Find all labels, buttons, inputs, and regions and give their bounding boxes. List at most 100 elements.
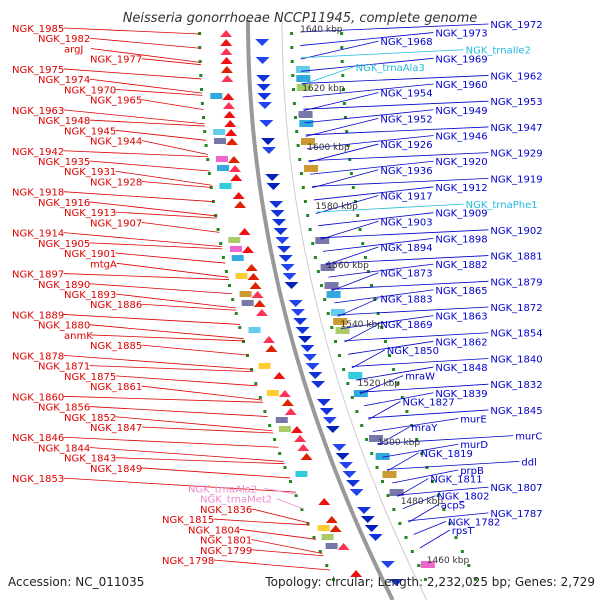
kbp-tick-label: 1540 kbp <box>341 320 384 330</box>
ring-dot <box>454 536 458 539</box>
right-gene-label: NGK_1952 <box>380 114 432 125</box>
ring-dot <box>350 396 354 399</box>
right-gene-label: NGK_1879 <box>490 277 542 288</box>
ring-dot <box>219 242 223 245</box>
ring-dot <box>345 130 349 133</box>
left-gene-label: NGK_trnaAla2 <box>188 484 257 495</box>
ring-dot <box>381 480 384 483</box>
right-leader-line <box>301 57 434 72</box>
feature-block <box>382 471 397 478</box>
left-gene-label: NGK_1886 <box>90 300 142 311</box>
kbp-tick-label: 1560 kbp <box>326 261 369 271</box>
right-gene-label: NGK_1832 <box>490 380 542 391</box>
left-gene-label: NGK_1844 <box>38 443 90 454</box>
left-leader-line <box>63 109 205 125</box>
ring-dot <box>246 354 249 357</box>
ring-dot <box>442 508 446 511</box>
right-gene-label: acpS <box>441 500 465 511</box>
right-leader-line <box>318 212 434 227</box>
ring-dot <box>323 298 327 301</box>
right-gene-label: NGK_1807 <box>490 483 542 494</box>
ring-dot <box>365 438 369 441</box>
right-leader-line <box>344 323 379 343</box>
ring-dot <box>216 228 220 231</box>
ring-dot <box>224 270 228 273</box>
left-leader-line <box>89 201 217 217</box>
right-gene-label: NGK_1919 <box>490 174 542 185</box>
feature-block <box>304 165 319 172</box>
right-leader-line <box>337 298 379 317</box>
reverse-gene-arrow <box>335 453 350 460</box>
ring-dot <box>423 578 427 581</box>
ring-dot <box>294 494 298 497</box>
feature-block <box>333 318 348 325</box>
left-gene-label: NGK_1916 <box>38 198 90 209</box>
right-gene-label: NGK_1898 <box>435 234 487 245</box>
ring-dot <box>313 256 317 259</box>
ring-dot <box>258 396 262 399</box>
left-leader-line <box>63 273 230 280</box>
kbp-tick-labels: 1640 kbp 1620 kbp 1600 kbp 1580 kbp 1560 kbp… <box>300 25 469 566</box>
right-leader-line <box>397 486 489 496</box>
left-gene-label: NGK_1985 <box>12 24 64 35</box>
left-gene-label: NGK_1928 <box>90 177 142 188</box>
kbp-tick-label: 1520 kbp <box>358 379 401 389</box>
left-leader-line <box>63 354 253 370</box>
left-leader-line <box>90 48 201 63</box>
ring-dot <box>384 340 387 343</box>
right-leader-line <box>402 495 436 510</box>
left-leader-line <box>115 88 203 96</box>
left-leader-line <box>141 99 204 111</box>
ring-dot <box>334 340 337 343</box>
ring-dot <box>346 144 350 147</box>
left-leader-line <box>115 170 212 186</box>
left-gene-label: NGK_1913 <box>64 208 116 219</box>
right-gene-label: NGK_1865 <box>435 286 487 297</box>
feature-block <box>296 75 311 82</box>
right-leader-line <box>325 255 489 264</box>
feature-block <box>320 264 335 271</box>
forward-gene-arrow <box>234 201 247 208</box>
right-leader-line <box>328 263 434 278</box>
right-leader-line <box>301 66 354 86</box>
ring-dot <box>296 144 300 147</box>
left-leader-line <box>89 119 205 127</box>
left-leader-line <box>141 58 201 66</box>
right-leader-line <box>320 220 379 240</box>
right-gene-label: NGK_1827 <box>403 397 455 408</box>
ring-dot <box>299 172 303 175</box>
ring-dot <box>370 284 373 287</box>
right-leader-line <box>315 203 464 213</box>
left-gene-label: NGK_1853 <box>12 474 64 485</box>
ring-dot <box>358 228 362 231</box>
left-gene-label: NGK_1804 <box>188 525 240 536</box>
right-gene-label: NGK_trnaIle2 <box>466 46 531 57</box>
left-leader-line <box>63 150 209 158</box>
ring-dot <box>325 564 329 567</box>
left-gene-label: NGK_1799 <box>200 546 252 557</box>
reverse-gene-arrow <box>293 318 308 325</box>
left-gene-label: NGK_1974 <box>38 75 90 86</box>
reverse-gene-arrow <box>275 237 290 244</box>
reverse-gene-arrow <box>345 480 360 487</box>
left-gene-label: NGK_1931 <box>64 167 116 178</box>
ring-dot <box>351 186 355 189</box>
right-gene-label: NGK_1782 <box>448 517 500 528</box>
left-leader-line <box>89 160 210 172</box>
right-leader-line <box>355 366 434 381</box>
right-leader-line <box>348 340 434 355</box>
feature-block <box>231 255 244 261</box>
reverse-gene-arrow <box>269 201 284 208</box>
feature-block <box>325 543 338 549</box>
ring-dot <box>404 536 408 539</box>
kbp-tick-label: 1480 kbp <box>401 497 444 507</box>
left-gene-label: NGK_1914 <box>12 229 64 240</box>
forward-gene-arrow <box>278 390 291 397</box>
ring-dot <box>273 438 277 441</box>
feature-block <box>375 453 390 460</box>
ring-dot <box>349 172 353 175</box>
forward-gene-arrow <box>220 48 233 55</box>
ring-dot <box>303 200 307 203</box>
left-leader-line <box>239 528 317 540</box>
